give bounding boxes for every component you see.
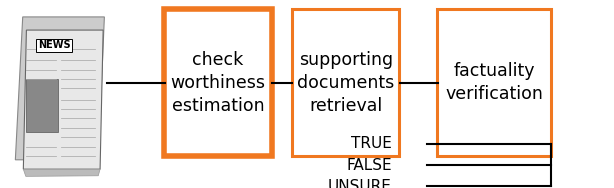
- Text: factuality
verification: factuality verification: [445, 62, 543, 103]
- Text: NEWS: NEWS: [37, 40, 71, 50]
- Text: check
worthiness
estimation: check worthiness estimation: [171, 51, 265, 115]
- Polygon shape: [23, 30, 103, 169]
- Polygon shape: [15, 17, 104, 160]
- Text: TRUE: TRUE: [351, 136, 392, 151]
- Text: UNSURE: UNSURE: [328, 179, 392, 188]
- FancyBboxPatch shape: [164, 9, 271, 156]
- Text: supporting
documents
retrieval: supporting documents retrieval: [297, 51, 394, 115]
- FancyBboxPatch shape: [292, 9, 399, 156]
- Polygon shape: [23, 169, 100, 176]
- FancyBboxPatch shape: [26, 79, 58, 132]
- FancyBboxPatch shape: [437, 9, 551, 156]
- Text: FALSE: FALSE: [346, 158, 392, 173]
